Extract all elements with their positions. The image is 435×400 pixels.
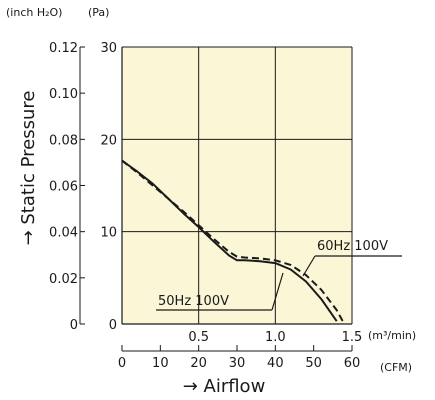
- x-tick-label-m3min: 1.0: [265, 330, 286, 345]
- unit-label-inch-h2o: (inch H₂O): [6, 6, 62, 19]
- x-axis-title: → Airflow: [183, 376, 266, 397]
- x-tick-label-cfm: 0: [118, 356, 126, 371]
- unit-label-cfm: (CFM): [380, 361, 412, 374]
- x-tick-label-m3min: 1.5: [342, 330, 363, 345]
- series-label-60hz-leader: [302, 255, 316, 277]
- x-tick-label-m3min: 0.5: [188, 330, 209, 345]
- y-tick-label-inch-h2o: 0.06: [49, 180, 78, 195]
- y-tick-label-inch-h2o: 0.10: [49, 87, 78, 102]
- unit-label-m3min: (m³/min): [368, 329, 416, 342]
- plot-background: [122, 47, 352, 324]
- curves-layer: [121, 159, 346, 325]
- y-tick-label-inch-h2o: 0: [70, 318, 78, 333]
- y-tick-label-pa: 20: [100, 133, 117, 148]
- y-tick-label-pa: 0: [109, 318, 117, 333]
- x-tick-label-cfm: 40: [267, 356, 284, 371]
- y-axis-title: → Static Pressure: [18, 91, 39, 246]
- x-tick-label-cfm: 30: [229, 356, 246, 371]
- series-line-60hz: [121, 159, 346, 325]
- unit-label-pa: (Pa): [88, 6, 109, 19]
- axes-layer: 0.5 1.0 1.5 0 10 20 30 0 0.02 0.04 0.06 0.08 0.10 0.1…: [49, 41, 362, 371]
- y-tick-label-inch-h2o: 0.12: [49, 41, 78, 56]
- series-label-50hz: 50Hz 100V: [158, 294, 229, 309]
- y-tick-label-inch-h2o: 0.02: [49, 272, 78, 287]
- plot-area: [121, 46, 353, 325]
- x-tick-label-cfm: 50: [305, 356, 322, 371]
- y-tick-label-pa: 30: [100, 41, 117, 56]
- series-label-50hz-leader: [271, 272, 284, 311]
- x-tick-label-cfm: 60: [344, 356, 361, 371]
- x-tick-label-cfm: 20: [190, 356, 207, 371]
- series-label-60hz: 60Hz 100V: [317, 239, 388, 254]
- y-tick-label-pa: 10: [100, 226, 117, 241]
- x-tick-label-cfm: 10: [152, 356, 169, 371]
- y-tick-label-inch-h2o: 0.04: [49, 226, 78, 241]
- y-tick-label-inch-h2o: 0.08: [49, 133, 78, 148]
